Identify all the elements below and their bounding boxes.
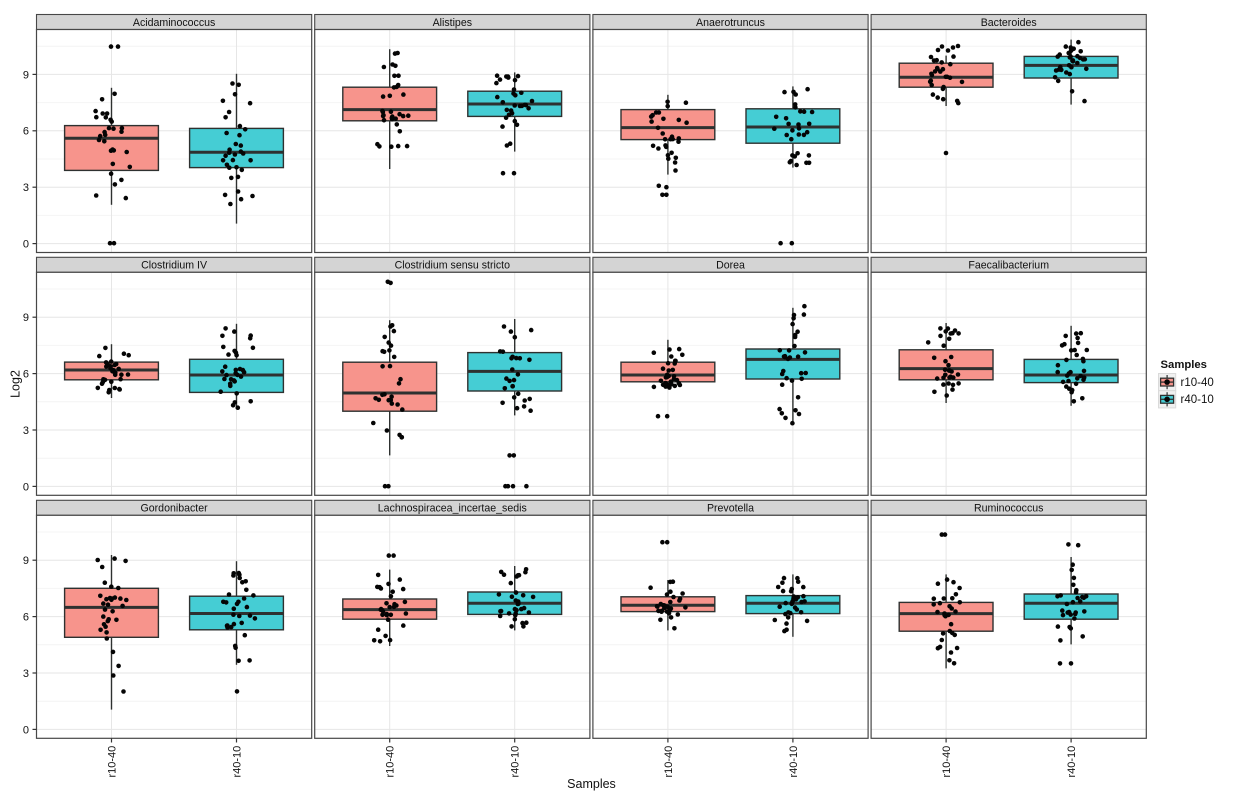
svg-text:0: 0 [23,239,29,251]
svg-text:Lachnospiracea_incertae_sedis: Lachnospiracea_incertae_sedis [378,503,527,515]
svg-text:6: 6 [23,126,29,138]
svg-text:r10-40: r10-40 [385,746,397,778]
svg-text:Samples: Samples [1161,359,1207,371]
svg-text:r40-10: r40-10 [510,746,522,778]
svg-text:3: 3 [23,668,29,680]
svg-text:Faecalibacterium: Faecalibacterium [968,260,1049,272]
svg-text:Bacteroides: Bacteroides [981,17,1037,29]
svg-text:9: 9 [23,555,29,567]
svg-text:6: 6 [23,369,29,381]
svg-text:r40-10: r40-10 [1181,394,1214,406]
svg-text:r10-40: r10-40 [941,746,953,778]
svg-text:Acidaminococcus: Acidaminococcus [133,17,215,29]
svg-text:r40-10: r40-10 [1066,746,1078,778]
svg-text:3: 3 [23,182,29,194]
svg-text:0: 0 [23,481,29,493]
svg-text:Gordonibacter: Gordonibacter [141,503,209,515]
svg-text:9: 9 [23,312,29,324]
svg-text:r10-40: r10-40 [663,746,675,778]
svg-text:9: 9 [23,69,29,81]
svg-text:Dorea: Dorea [716,260,745,272]
svg-text:Alistipes: Alistipes [433,17,472,29]
svg-text:Clostridium sensu stricto: Clostridium sensu stricto [395,260,510,272]
svg-text:Log2: Log2 [9,370,23,398]
svg-text:Clostridium IV: Clostridium IV [141,260,208,272]
svg-text:r40-10: r40-10 [231,746,243,778]
svg-text:Samples: Samples [567,777,616,791]
svg-text:r10-40: r10-40 [106,746,118,778]
svg-text:0: 0 [23,724,29,736]
svg-text:6: 6 [23,612,29,624]
svg-text:3: 3 [23,425,29,437]
svg-text:r10-40: r10-40 [1181,377,1214,389]
svg-text:r40-10: r40-10 [788,746,800,778]
svg-text:Prevotella: Prevotella [707,503,754,515]
svg-text:Anaerotruncus: Anaerotruncus [696,17,765,29]
svg-text:Ruminococcus: Ruminococcus [974,503,1043,515]
